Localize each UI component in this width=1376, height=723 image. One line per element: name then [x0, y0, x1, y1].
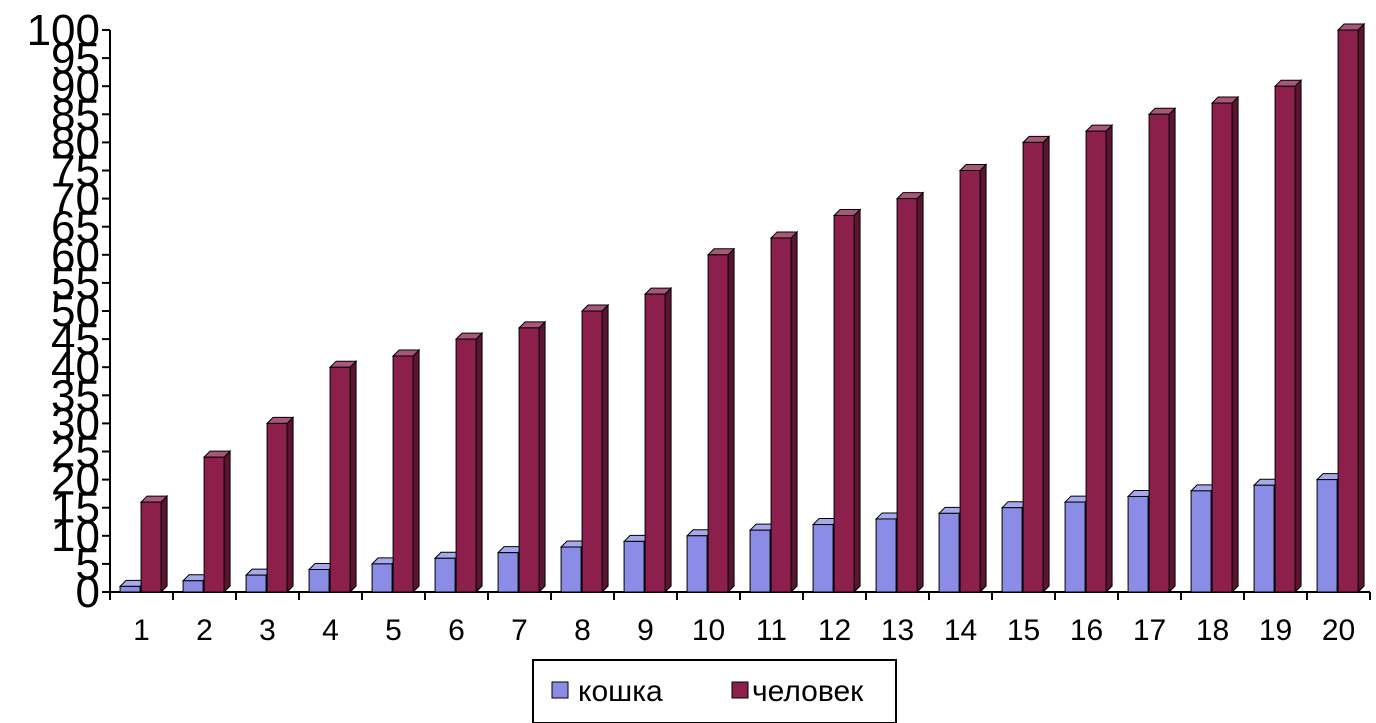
x-tick-label: 13	[881, 614, 914, 647]
bar-chelovek	[580, 303, 610, 594]
x-tick-label: 17	[1133, 614, 1166, 647]
bar-chelovek	[202, 449, 232, 594]
bar-chelovek	[139, 494, 169, 594]
x-tick-label: 1	[133, 614, 150, 647]
x-tick-label: 6	[448, 614, 465, 647]
y-tick-label: 80	[51, 118, 100, 167]
x-tick-label: 9	[637, 614, 654, 647]
x-tick-label: 20	[1322, 614, 1355, 647]
y-tick-label: 75	[51, 147, 100, 196]
y-tick-label: 0	[76, 568, 100, 617]
y-tick-label: 90	[51, 62, 100, 111]
legend-label: кошка	[578, 675, 663, 708]
legend-box	[532, 659, 897, 723]
x-tick-label: 5	[385, 614, 402, 647]
y-tick-label: 25	[51, 428, 100, 477]
bar-chelovek	[1021, 135, 1051, 594]
bar-chelovek	[1084, 123, 1114, 594]
bar-chelovek	[517, 320, 547, 594]
y-tick-label: 15	[51, 484, 100, 533]
bar-chelovek	[1210, 95, 1240, 594]
y-tick-label: 10	[51, 512, 100, 561]
y-tick-label: 20	[51, 456, 100, 505]
legend-swatch	[551, 681, 569, 699]
bar-chelovek	[265, 416, 295, 594]
legend-swatch	[731, 681, 749, 699]
y-tick-label: 100	[27, 6, 100, 55]
x-tick-label: 2	[196, 614, 213, 647]
legend-label: человек	[752, 675, 864, 708]
x-tick-label: 18	[1196, 614, 1229, 647]
bar-chelovek	[1273, 78, 1303, 594]
y-tick-label: 60	[51, 231, 100, 280]
bar-chelovek	[706, 247, 736, 594]
bar-chelovek	[643, 286, 673, 594]
y-tick-label: 55	[51, 259, 100, 308]
y-tick-label: 70	[51, 175, 100, 224]
y-tick-label: 65	[51, 203, 100, 252]
legend: кошка человек	[532, 659, 897, 723]
y-tick-label: 30	[51, 399, 100, 448]
x-axis: 1 2 3 4 5 6 7 8 9 10 11 12 13 14 15 16 17 18 19 20	[109, 591, 1371, 647]
x-tick-label: 14	[944, 614, 977, 647]
x-tick-label: 12	[818, 614, 851, 647]
bars	[118, 22, 1366, 594]
x-tick-label: 4	[322, 614, 339, 647]
x-tick-label: 7	[511, 614, 528, 647]
bar-chelovek	[1147, 107, 1177, 594]
bar-chelovek	[769, 230, 799, 594]
x-tick-label: 16	[1070, 614, 1103, 647]
bar-chelovek	[832, 208, 862, 594]
x-tick-label: 15	[1007, 614, 1040, 647]
x-tick-label: 11	[756, 614, 787, 647]
bar-chelovek	[958, 163, 988, 594]
bar-chelovek	[1336, 22, 1366, 594]
y-tick-label: 40	[51, 343, 100, 392]
bar-chelovek	[328, 359, 358, 594]
x-tick-label: 10	[692, 614, 725, 647]
bar-chelovek	[895, 191, 925, 594]
y-tick-label: 45	[51, 315, 100, 364]
bar-chelovek	[454, 331, 484, 594]
y-tick-label: 50	[51, 287, 100, 336]
x-tick-label: 19	[1259, 614, 1292, 647]
bar-chelovek	[391, 348, 421, 594]
x-tick-label: 8	[574, 614, 591, 647]
y-axis: 0510152025303540455055606570758085909510…	[27, 6, 111, 617]
y-tick-label: 85	[51, 90, 100, 139]
x-tick-label: 3	[259, 614, 276, 647]
y-tick-label: 5	[76, 540, 100, 589]
y-tick-label: 35	[51, 371, 100, 420]
y-tick-label: 95	[51, 34, 100, 83]
